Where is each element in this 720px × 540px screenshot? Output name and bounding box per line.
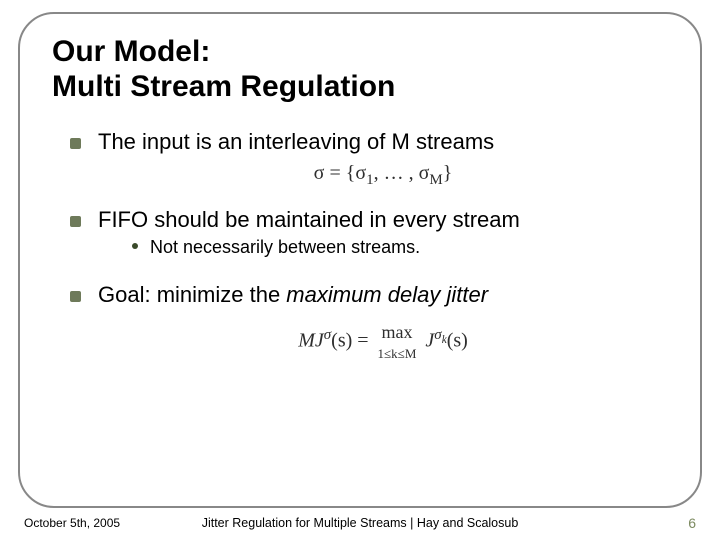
formula-sigma-set-expr: σ = {σ1, … , σM} [314, 162, 453, 189]
bullet-1-text: The input is an interleaving of M stream… [98, 129, 494, 154]
sub-bullet-1: Not necessarily between streams. [132, 237, 668, 258]
mj-max-top: max [381, 322, 412, 342]
spacer [98, 258, 668, 274]
title-line-2: Multi Stream Regulation [52, 70, 395, 103]
footer-date: October 5th, 2005 [24, 516, 120, 530]
sub-bullet-list: Not necessarily between streams. [98, 237, 668, 258]
bullet-item-2: FIFO should be maintained in every strea… [70, 207, 668, 274]
slide-footer: October 5th, 2005 Jitter Regulation for … [0, 512, 720, 534]
mj-right-args: (s) [447, 329, 468, 351]
slide-frame: Our Model: Multi Stream Regulation The i… [18, 12, 702, 508]
bullet-item-1: The input is an interleaving of M stream… [70, 129, 668, 189]
mj-args: (s) = [331, 329, 373, 351]
title-line-1: Our Model: [52, 35, 210, 68]
mj-right-left: J [425, 329, 434, 351]
footer-page-number: 6 [688, 515, 696, 531]
formula-mj-expr: MJσ(s) = max 1≤k≤M Jσk(s) [298, 322, 468, 362]
sub-bullet-1-text: Not necessarily between streams. [150, 237, 420, 257]
bullet-item-3: Goal: minimize the maximum delay jitter … [70, 282, 668, 362]
mj-right-sup: σk [434, 327, 446, 343]
bullet-list: The input is an interleaving of M stream… [52, 129, 668, 362]
spacer-large [52, 380, 668, 432]
slide-title: Our Model: Multi Stream Regulation [52, 34, 668, 105]
formula-mj: MJσ(s) = max 1≤k≤M Jσk(s) [98, 322, 668, 362]
formula-sigma-set: σ = {σ1, … , σM} [98, 159, 668, 189]
mj-max-stack: max 1≤k≤M [378, 322, 417, 362]
bullet-2-text: FIFO should be maintained in every strea… [98, 207, 520, 232]
bullet-3-prefix: Goal: minimize the [98, 282, 286, 307]
mj-left: MJ [298, 329, 324, 351]
bullet-3-italic: maximum delay jitter [286, 282, 488, 307]
mj-max-bot: 1≤k≤M [378, 346, 417, 361]
footer-middle: Jitter Regulation for Multiple Streams |… [202, 516, 519, 530]
